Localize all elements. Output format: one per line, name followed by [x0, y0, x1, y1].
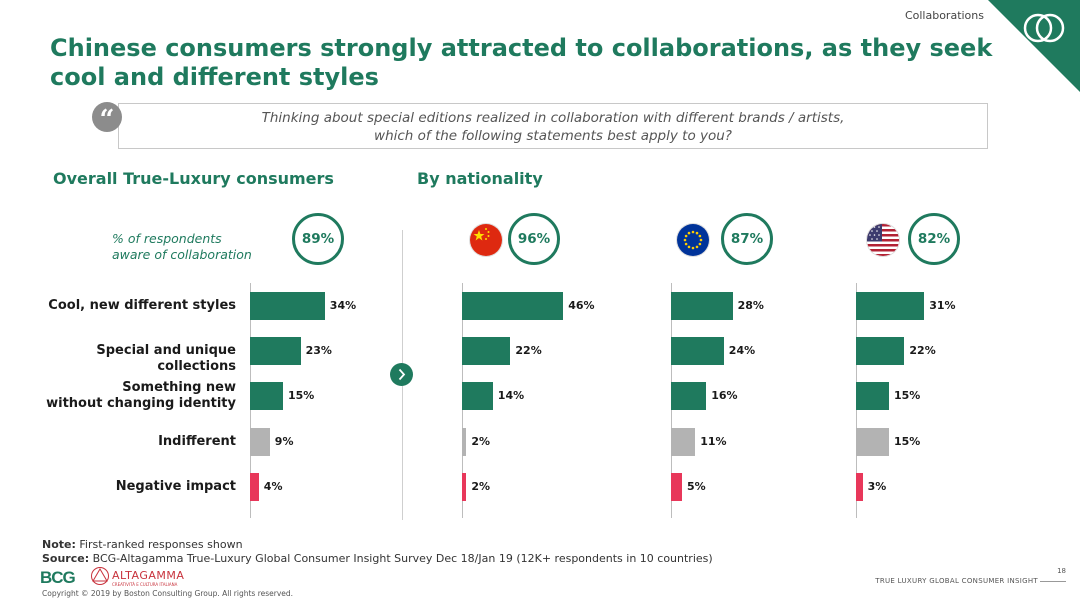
bar-china	[462, 337, 511, 365]
copyright: Copyright © 2019 by Boston Consulting Gr…	[42, 589, 294, 598]
usa-flag-icon	[867, 224, 899, 256]
bar-value-label: 15%	[894, 389, 921, 402]
bar-europe	[671, 428, 696, 456]
bar-value-label: 2%	[471, 435, 491, 448]
bar-usa	[856, 473, 863, 501]
category-label-line: without changing identity	[46, 396, 236, 411]
bar-value-label: 16%	[711, 389, 738, 402]
bar-value-label: 23%	[305, 344, 332, 357]
bcg-logo: BCG	[40, 568, 76, 587]
note-label: Note:	[42, 538, 76, 551]
awareness-circle-europe: 87%	[721, 213, 773, 265]
bar-value-label: 14%	[497, 389, 525, 402]
category-label: Special and unique collections	[20, 343, 236, 375]
aware-label-line-1: % of respondents	[112, 231, 222, 246]
bar-value-label: 5%	[687, 480, 706, 493]
rings-logo-icon	[1023, 13, 1065, 43]
bar-overall	[250, 292, 325, 320]
category-label-line: Something new	[122, 380, 236, 395]
bar-china	[462, 292, 564, 320]
source-text: BCG-Altagamma True-Luxury Global Consume…	[92, 552, 713, 565]
bar-value-label: 15%	[894, 435, 921, 448]
bar-overall	[250, 382, 283, 410]
china-flag-icon	[470, 224, 502, 256]
altagamma-tagline: CREATIVITÀ E CULTURA ITALIANA	[112, 582, 178, 587]
bar-value-label: 46%	[568, 299, 595, 312]
chevron-right-icon	[390, 363, 413, 386]
footer-notes: Note: First-ranked responses shown Sourc…	[42, 538, 713, 566]
category-label: Negative impact	[20, 479, 236, 495]
category-label: Indifferent	[20, 434, 236, 450]
bar-value-label: 24%	[728, 344, 756, 357]
category-label-line: Special and unique collections	[96, 343, 236, 374]
source-line: Source: BCG-Altagamma True-Luxury Global…	[42, 552, 713, 566]
category-label-line: Negative impact	[115, 479, 236, 494]
bar-overall	[250, 473, 259, 501]
altagamma-logo: ALTAGAMMA	[112, 569, 185, 582]
category-label-line: Cool, new different styles	[48, 298, 236, 313]
category-label-line: Indifferent	[158, 434, 236, 449]
question-line-2: which of the following statements best a…	[374, 128, 732, 144]
bar-value-label: 28%	[737, 299, 764, 312]
question-line-1: Thinking about special editions realized…	[261, 110, 845, 126]
bar-usa	[856, 292, 925, 320]
awareness-circle-china: 96%	[508, 213, 560, 265]
bar-china	[462, 382, 493, 410]
footer-rule	[1040, 581, 1066, 582]
bar-overall	[250, 337, 301, 365]
bar-usa	[856, 428, 889, 456]
question-box: Thinking about special editions realized…	[118, 103, 988, 149]
bar-value-label: 9%	[274, 435, 294, 448]
page-number: 18	[1057, 567, 1066, 575]
bar-value-label: 22%	[909, 344, 936, 357]
bar-china	[462, 473, 467, 501]
bar-value-label: 11%	[700, 435, 727, 448]
bar-europe	[671, 292, 733, 320]
bar-overall	[250, 428, 270, 456]
note-text: First-ranked responses shown	[79, 538, 243, 551]
aware-label: % of respondents aware of collaboration	[112, 231, 292, 263]
section-tag: Collaborations	[904, 9, 984, 22]
section-heading-overall: Overall True-Luxury consumers	[53, 169, 334, 188]
bar-europe	[671, 473, 682, 501]
note-line: Note: First-ranked responses shown	[42, 538, 713, 552]
deck-name: TRUE LUXURY GLOBAL CONSUMER INSIGHT	[875, 577, 1038, 585]
bar-china	[462, 428, 467, 456]
quote-icon: “	[92, 102, 122, 135]
question-text: Thinking about special editions realized…	[119, 109, 987, 145]
bar-value-label: 34%	[329, 299, 357, 312]
eu-flag-icon	[677, 224, 709, 256]
bar-value-label: 31%	[929, 299, 956, 312]
bar-value-label: 2%	[471, 480, 491, 493]
category-label: Cool, new different styles	[20, 298, 236, 314]
bar-value-label: 3%	[867, 480, 887, 493]
bar-value-label: 15%	[288, 389, 315, 402]
bar-value-label: 22%	[515, 344, 542, 357]
bar-usa	[856, 337, 905, 365]
aware-label-line-2: aware of collaboration	[112, 247, 252, 262]
page-title: Chinese consumers strongly attracted to …	[50, 34, 993, 91]
bar-usa	[856, 382, 889, 410]
category-label: Something new without changing identity	[20, 380, 236, 412]
source-label: Source:	[42, 552, 90, 565]
awareness-circle-overall: 89%	[292, 213, 344, 265]
awareness-circle-usa: 82%	[908, 213, 960, 265]
bar-value-label: 4%	[263, 480, 283, 493]
bar-europe	[671, 337, 724, 365]
bar-europe	[671, 382, 707, 410]
altagamma-logo-icon	[91, 567, 109, 585]
section-heading-nationality: By nationality	[417, 169, 543, 188]
